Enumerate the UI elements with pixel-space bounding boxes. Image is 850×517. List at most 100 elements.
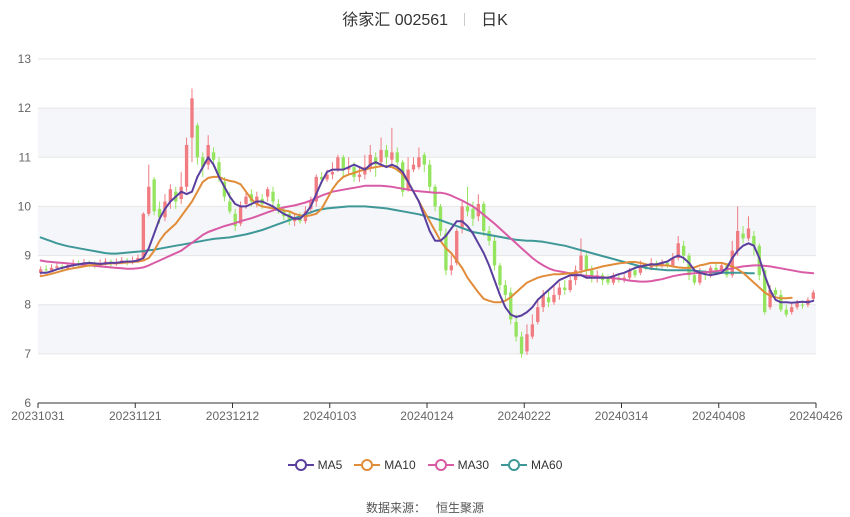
candle [179, 172, 183, 204]
candle [514, 314, 518, 342]
candle [557, 282, 562, 300]
legend-item-ma30[interactable]: MA30 [427, 458, 490, 472]
legend: MA5 MA10 MA30 MA60 [0, 458, 850, 472]
candle-body [49, 267, 54, 271]
candle-body [492, 240, 497, 266]
candle-body [692, 275, 697, 283]
candle-body [552, 294, 556, 303]
candle-body [482, 203, 486, 231]
candle-body [157, 208, 162, 218]
candle-body [444, 233, 448, 271]
candle-body [498, 265, 502, 286]
candle [147, 164, 151, 217]
candle-body [411, 164, 416, 170]
candle [346, 157, 351, 175]
candle-body [800, 304, 805, 306]
candle-body [373, 157, 378, 165]
y-tick-label: 6 [24, 396, 31, 410]
candle [201, 152, 205, 177]
candle [222, 176, 227, 202]
candle-body [136, 258, 140, 261]
candle [411, 157, 416, 173]
candle-body [217, 162, 221, 177]
candle-body [579, 255, 583, 271]
candle [363, 154, 367, 180]
candle-body [336, 157, 340, 170]
candle [330, 162, 335, 180]
candle [671, 253, 675, 267]
candle-body [536, 307, 540, 322]
candle-body [103, 261, 108, 263]
candle-body [346, 167, 351, 170]
candle-body [714, 267, 718, 271]
candle-body [184, 145, 189, 187]
grid-bands [38, 108, 816, 354]
legend-label: MA30 [457, 458, 490, 472]
candle-body [325, 174, 329, 180]
candle [482, 201, 486, 236]
candle-body [433, 186, 437, 207]
candle-body [514, 321, 518, 337]
candle-body [206, 145, 210, 165]
candle [752, 231, 756, 256]
candle-body [676, 243, 680, 259]
candle-body [244, 196, 248, 204]
candle-body [314, 176, 318, 202]
candle [406, 157, 410, 192]
legend-label: MA5 [317, 458, 343, 472]
candle-body [255, 196, 259, 204]
x-tick-label: 20240408 [692, 409, 746, 423]
candle-body [357, 174, 362, 177]
candle-body [195, 125, 200, 158]
candle [44, 265, 48, 273]
candle [152, 176, 156, 216]
y-tick-label: 9 [24, 249, 31, 263]
candle [746, 216, 751, 241]
candle [449, 255, 453, 276]
candle-body [719, 265, 724, 271]
candle-body [671, 258, 675, 266]
candle-body [606, 277, 610, 283]
legend-label: MA60 [531, 458, 563, 472]
candle [687, 253, 691, 281]
x-tick-label: 20240124 [400, 409, 454, 423]
candle-body [417, 157, 421, 168]
candle [433, 184, 437, 212]
candle-body [276, 203, 281, 209]
candle [546, 289, 551, 308]
candle [265, 186, 270, 202]
candle-body [627, 270, 632, 278]
candle [314, 174, 318, 207]
candle-body [644, 265, 648, 268]
candle-body [319, 176, 324, 180]
candle [428, 159, 432, 192]
legend-swatch [354, 459, 381, 471]
candle-body [395, 152, 399, 163]
candle [784, 304, 788, 317]
candle-body [147, 186, 151, 214]
candle-body [152, 179, 156, 212]
legend-item-ma10[interactable]: MA10 [354, 458, 416, 472]
grid-band [38, 304, 816, 354]
legend-swatch [287, 459, 314, 471]
legend-item-ma60[interactable]: MA60 [501, 458, 562, 472]
candle-body [465, 206, 470, 212]
candle [190, 88, 194, 163]
grid-band [38, 108, 816, 158]
candle-body [39, 269, 43, 273]
candle [579, 238, 583, 276]
candle [503, 280, 508, 300]
candle-body [460, 206, 464, 229]
moving-average-lines [39, 156, 815, 318]
candle-body [541, 294, 545, 308]
candle [519, 331, 524, 358]
candle-body [590, 270, 594, 278]
x-tick-label: 20240314 [595, 409, 649, 423]
legend-item-ma5[interactable]: MA5 [287, 458, 343, 472]
y-tick-label: 8 [24, 298, 31, 312]
candle [341, 154, 345, 177]
candle [141, 212, 146, 260]
y-tick-label: 11 [19, 150, 32, 164]
stock-name: 徐家汇 [342, 12, 391, 29]
